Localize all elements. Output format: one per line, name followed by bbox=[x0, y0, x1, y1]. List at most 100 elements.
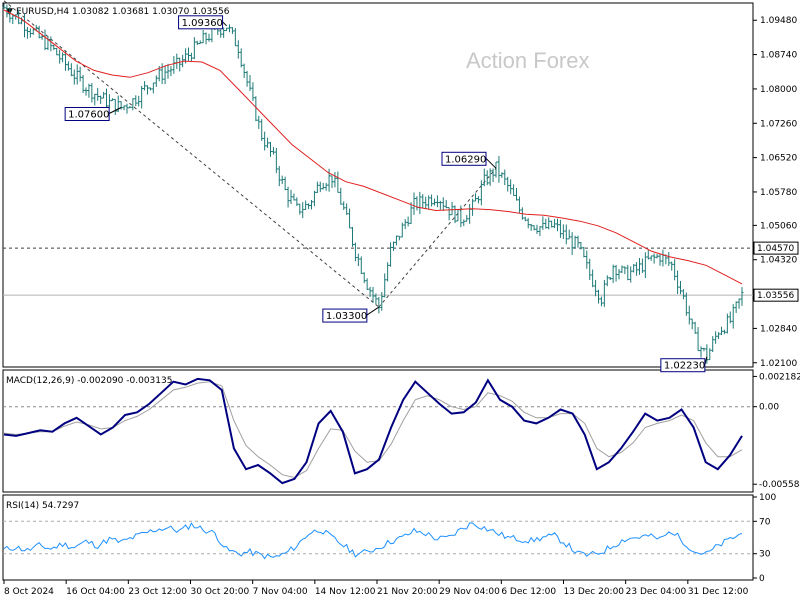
current-price-box bbox=[753, 288, 799, 302]
price-bar bbox=[312, 190, 316, 207]
rsi-label: RSI(14) 54.7297 bbox=[6, 501, 79, 511]
price-bar bbox=[468, 204, 472, 224]
price-bar bbox=[330, 175, 334, 188]
price-bar bbox=[570, 232, 574, 255]
price-annotations: 1.09360 1.07600 1.03300 1.06290 1.02230 bbox=[64, 15, 708, 373]
price-bar bbox=[702, 347, 706, 352]
current-price-tag: 1.03556 bbox=[753, 288, 799, 302]
rsi-axis: 100 70 30 0 bbox=[3, 493, 776, 584]
price-bar bbox=[11, 13, 15, 25]
price-tick-label: 1.05780 bbox=[760, 188, 797, 198]
price-bar bbox=[602, 279, 606, 307]
price-bar bbox=[503, 169, 507, 186]
price-bar bbox=[143, 81, 147, 91]
price-bars bbox=[2, 3, 744, 364]
price-annotation: 1.09360 bbox=[178, 15, 227, 30]
price-bar bbox=[611, 264, 615, 284]
price-bar bbox=[579, 242, 583, 250]
price-tick-label: 1.06520 bbox=[760, 154, 797, 164]
time-tick-label: 23 Oct 12:00 bbox=[128, 587, 187, 597]
level-tag-box bbox=[753, 241, 799, 255]
price-bar bbox=[78, 66, 82, 82]
price-bar bbox=[2, 3, 6, 9]
price-bar bbox=[362, 272, 366, 284]
price-bar bbox=[119, 101, 123, 110]
price-bar bbox=[198, 40, 202, 45]
price-bar bbox=[148, 87, 152, 91]
price-bar bbox=[23, 13, 26, 38]
price-bar bbox=[734, 301, 738, 313]
time-tick-label: 13 Dec 20:00 bbox=[564, 587, 625, 597]
price-bar bbox=[131, 98, 135, 111]
price-bar bbox=[286, 186, 290, 208]
price-bar bbox=[356, 253, 360, 267]
price-bar bbox=[66, 61, 70, 71]
macd-tick-label: -0.005584 bbox=[759, 480, 800, 490]
rsi-tick-label: 70 bbox=[759, 517, 771, 527]
price-bar bbox=[643, 252, 647, 279]
price-bar bbox=[667, 252, 671, 267]
price-bar bbox=[87, 83, 91, 98]
price-bar bbox=[301, 202, 305, 219]
price-bar bbox=[594, 279, 598, 297]
price-bar bbox=[711, 336, 715, 353]
price-bar bbox=[617, 268, 621, 280]
price-bar bbox=[696, 327, 700, 352]
price-bar bbox=[649, 255, 653, 261]
price-bar bbox=[567, 229, 571, 240]
price-bar bbox=[638, 258, 641, 275]
price-bar bbox=[430, 194, 434, 207]
macd-panel-frame bbox=[2, 369, 754, 493]
price-bar bbox=[125, 103, 129, 114]
price-bar bbox=[154, 75, 158, 87]
price-bar bbox=[351, 227, 354, 247]
price-bar bbox=[497, 155, 501, 183]
price-bar bbox=[321, 182, 325, 190]
time-tick-label: 29 Nov 04:00 bbox=[439, 587, 500, 597]
price-bar bbox=[444, 200, 448, 209]
price-bar bbox=[418, 191, 422, 215]
price-bar bbox=[679, 281, 682, 295]
watermark: Action Forex bbox=[466, 48, 590, 73]
price-bar bbox=[740, 287, 744, 306]
price-bar bbox=[512, 184, 516, 196]
price-annotation: 1.02230 bbox=[660, 356, 708, 373]
price-annotation: 1.03300 bbox=[322, 306, 380, 323]
price-bar bbox=[280, 175, 284, 184]
price-bar bbox=[585, 250, 589, 269]
price-bar bbox=[374, 293, 378, 305]
price-bar bbox=[538, 226, 542, 236]
price-axis: 1.09480 1.08740 1.08000 1.07260 1.06520 1.057… bbox=[753, 16, 797, 369]
price-bar bbox=[397, 235, 401, 241]
price-tick-label: 1.04320 bbox=[760, 256, 797, 266]
price-bar bbox=[151, 82, 155, 94]
price-bar bbox=[556, 218, 559, 232]
price-bar bbox=[415, 196, 419, 211]
rsi-tick-label: 30 bbox=[759, 550, 771, 560]
moving-average bbox=[3, 9, 743, 285]
price-bar bbox=[192, 37, 196, 60]
price-bar bbox=[488, 168, 492, 186]
price-bar bbox=[28, 28, 32, 38]
price-bar bbox=[731, 304, 735, 329]
price-bar bbox=[658, 253, 662, 266]
price-bar bbox=[230, 27, 234, 34]
price-bar bbox=[676, 270, 680, 294]
price-bar bbox=[406, 216, 410, 227]
price-bar bbox=[310, 200, 313, 210]
price-bar bbox=[365, 278, 369, 291]
price-bar bbox=[96, 87, 100, 101]
price-bar bbox=[140, 85, 144, 109]
price-bar bbox=[345, 203, 349, 215]
price-bar bbox=[509, 179, 513, 195]
symbol-header: EURUSD,H4 1.03082 1.03681 1.03070 1.0355… bbox=[16, 7, 230, 17]
price-bar bbox=[690, 318, 694, 330]
price-bar bbox=[462, 219, 466, 227]
price-bar bbox=[558, 219, 562, 238]
price-bar bbox=[113, 98, 117, 115]
rsi-line bbox=[3, 522, 743, 560]
price-bar bbox=[670, 261, 674, 271]
price-bar bbox=[535, 224, 539, 234]
price-bar bbox=[72, 69, 76, 85]
